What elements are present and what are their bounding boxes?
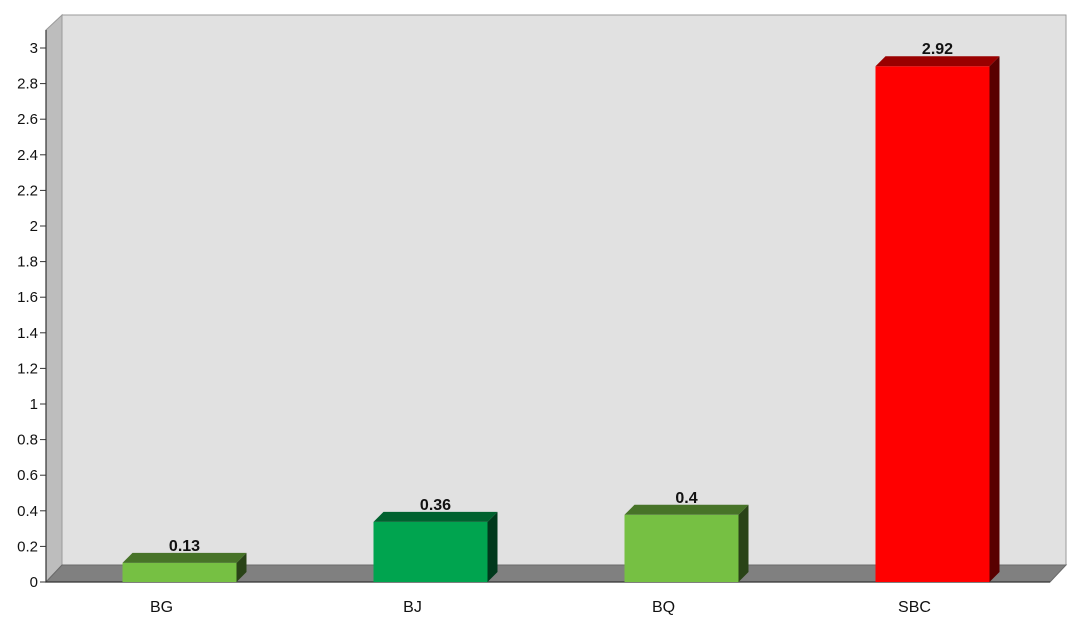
bar-value-label: 2.92 — [922, 41, 953, 58]
plot-side-wall — [45, 13, 63, 584]
labels: 0.13 BG 0.36 BJ 0.4 BQ 2.92 SBC — [150, 41, 953, 616]
y-tick-label: 1.2 — [17, 360, 38, 377]
y-tick-label: 1.4 — [17, 325, 38, 342]
y-tick-label: 0 — [30, 574, 38, 591]
bar-side — [236, 552, 247, 582]
x-tick-label: SBC — [898, 599, 931, 616]
y-tick-label: 1.6 — [17, 289, 38, 306]
bar-value-label: 0.4 — [675, 490, 697, 507]
x-tick-label: BJ — [403, 599, 422, 616]
y-tick-label: 0.6 — [17, 467, 38, 484]
y-tick-label: 2.6 — [17, 111, 38, 128]
x-tick-label: BQ — [652, 599, 675, 616]
y-tick-label: 2.2 — [17, 182, 38, 199]
bar-front — [373, 521, 488, 582]
bar-sbc — [875, 56, 1000, 583]
bar-side — [487, 511, 498, 582]
bar-top — [624, 504, 749, 515]
y-tick-label: 1 — [30, 396, 38, 413]
bar-bq — [624, 504, 749, 582]
bar-side — [989, 56, 1000, 583]
x-tick-label: BG — [150, 599, 173, 616]
bar-bj — [373, 511, 498, 582]
y-tick-label: 0.2 — [17, 538, 38, 555]
y-tick-label: 1.8 — [17, 254, 38, 271]
bar-top — [875, 56, 1000, 67]
bar-front — [875, 66, 990, 583]
bar-value-label: 0.13 — [169, 538, 200, 555]
bar-front — [624, 514, 739, 582]
y-tick-label: 2.8 — [17, 76, 38, 93]
y-tick-label: 0.4 — [17, 503, 38, 520]
bar-top — [122, 552, 247, 563]
y-tick-label: 3 — [30, 40, 38, 57]
y-tick-label: 2.4 — [17, 147, 38, 164]
bar-front — [122, 562, 237, 582]
bar-bg — [122, 552, 247, 582]
y-tick-label: 2 — [30, 218, 38, 235]
bars — [122, 56, 1000, 583]
y-tick-label: 0.8 — [17, 432, 38, 449]
bar-side — [738, 504, 749, 582]
bar-value-label: 0.36 — [420, 497, 451, 514]
bar-top — [373, 511, 498, 522]
